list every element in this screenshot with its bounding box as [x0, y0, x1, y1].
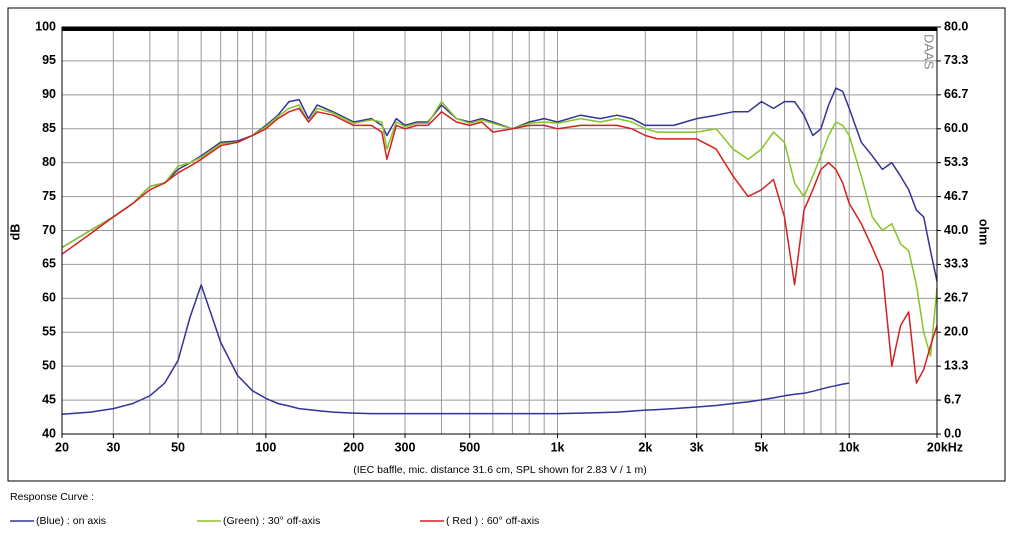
y2-tick-label: 53.3 [944, 155, 968, 169]
x-tick-label: 100 [255, 440, 276, 454]
y-tick-label: 65 [42, 257, 56, 271]
legend-label: (Green) : 30° off-axis [223, 515, 320, 527]
y2-tick-label: 80.0 [944, 19, 968, 33]
y2-tick-label: 0.0 [944, 426, 961, 440]
y2-tick-label: 60.0 [944, 121, 968, 135]
x-tick-label: 10k [839, 440, 860, 454]
y2-axis-label: ohm [977, 219, 991, 245]
curve [61, 107, 938, 384]
y-tick-label: 50 [42, 358, 56, 372]
y-tick-label: 55 [42, 325, 56, 339]
plot-border [61, 26, 938, 435]
x-tick-label: 500 [459, 440, 480, 454]
y2-tick-label: 66.7 [944, 87, 968, 101]
y2-tick-label: 26.7 [944, 291, 968, 305]
y2-tick-label: 73.3 [944, 53, 968, 67]
y2-tick-label: 20.0 [944, 325, 968, 339]
x-tick-label: 300 [395, 440, 416, 454]
y2-tick-label: 6.7 [944, 392, 961, 406]
y-tick-label: 60 [42, 291, 56, 305]
x-tick-label: 3k [690, 440, 704, 454]
top-band [62, 27, 937, 31]
y-axis-label: dB [8, 224, 22, 241]
legend-label: ( Red ) : 60° off-axis [446, 515, 539, 527]
y-tick-label: 80 [42, 155, 56, 169]
y-tick-label: 40 [42, 426, 56, 440]
y-tick-label: 90 [42, 87, 56, 101]
curve [61, 284, 850, 415]
x-tick-label: 30 [106, 440, 120, 454]
caption: (IEC baffle, mic. distance 31.6 cm, SPL … [353, 464, 647, 476]
y-tick-label: 70 [42, 223, 56, 237]
y-tick-label: 85 [42, 121, 56, 135]
x-tick-label: 2k [638, 440, 652, 454]
x-tick-label: 50 [171, 440, 185, 454]
y-tick-label: 45 [42, 392, 56, 406]
frame [7, 7, 1006, 482]
y-tick-label: 100 [35, 19, 56, 33]
y2-tick-label: 33.3 [944, 257, 968, 271]
y2-tick-label: 40.0 [944, 223, 968, 237]
watermark: DAAS [922, 34, 937, 70]
y2-tick-label: 46.7 [944, 189, 968, 203]
x-tick-label: 200 [343, 440, 364, 454]
y-tick-label: 95 [42, 53, 56, 67]
x-tick-label: 1k [551, 440, 565, 454]
y-tick-label: 75 [42, 189, 56, 203]
x-tick-label: 20kHz [927, 440, 963, 454]
x-tick-label: 5k [754, 440, 768, 454]
y2-tick-label: 13.3 [944, 358, 968, 372]
legend-title: Response Curve : [10, 491, 94, 503]
x-tick-label: 20 [55, 440, 69, 454]
legend-label: (Blue) : on axis [36, 515, 106, 527]
